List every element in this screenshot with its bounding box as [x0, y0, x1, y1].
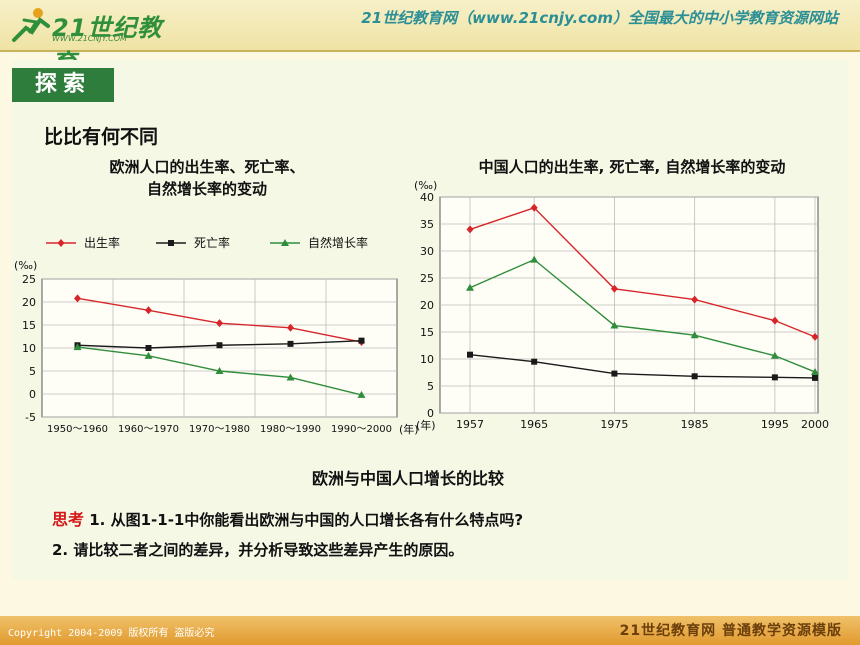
europe-legend-label-1: 死亡率: [194, 235, 230, 250]
copyright-text: Copyright 2004-2009 版权所有 盗版必究: [8, 628, 215, 639]
china-xtick-label: 2000: [801, 418, 829, 431]
site-logo[interactable]: 21世纪教育 WWW.21CNJY.COM: [8, 6, 168, 77]
europe-ytick-label: 10: [22, 342, 36, 355]
logo-url: WWW.21CNJY.COM: [52, 34, 127, 43]
europe-series-0-point: [145, 306, 152, 315]
europe-legend-marker-0: [57, 239, 65, 247]
europe-series-1-point: [287, 340, 294, 347]
china-xtick-label: 1957: [456, 418, 484, 431]
europe-series-1-point: [145, 345, 152, 351]
europe-ytick-label: 5: [29, 365, 36, 378]
europe-population-chart: -5 0 5 10 15 20 25 1950～1960 1960～1970 1970～1980 1…: [14, 235, 419, 436]
china-xlabel: (年): [416, 418, 436, 432]
question-1-text: 1. 从图1-1-1中你能看出欧洲与中国的人口增长各有什么特点吗?: [89, 511, 524, 529]
slide-content: 探索 比比有何不同 欧洲人口的出生率、死亡率、 自然增长率的变动 中国人口的出生…: [12, 60, 848, 580]
footer-bar: Copyright 2004-2009 版权所有 盗版必究 21世纪教育网 普通…: [0, 616, 860, 645]
europe-series-1-point: [358, 337, 365, 344]
europe-ytick-label: 15: [22, 319, 36, 332]
china-series-0-point: [691, 295, 699, 304]
europe-xlabel: (年): [399, 422, 419, 436]
europe-ylabel: (‰): [14, 259, 37, 272]
europe-chart-title-line1: 欧洲人口的出生率、死亡率、: [109, 158, 305, 176]
europe-xtick-label: 1950～1960: [47, 424, 108, 435]
think-questions: 思考 1. 从图1-1-1中你能看出欧洲与中国的人口增长各有什么特点吗? 2. …: [52, 505, 523, 565]
china-ytick-label: 15: [420, 326, 434, 339]
china-population-chart: 0 5 10 15 20 25 30 35 40 1957 1965 1975 1985 1995 2000…: [414, 179, 829, 432]
figure-caption: 欧洲与中国人口增长的比较: [312, 469, 505, 488]
think-question-1: 思考 1. 从图1-1-1中你能看出欧洲与中国的人口增长各有什么特点吗?: [52, 505, 523, 535]
europe-xtick-label: 1990～2000: [331, 424, 392, 435]
china-ytick-label: 35: [420, 218, 434, 231]
china-series-1-point: [531, 358, 538, 365]
europe-ytick-label: 20: [22, 296, 36, 309]
europe-series-2-point: [357, 390, 366, 398]
china-ytick-label: 20: [420, 299, 434, 312]
section-subhead: 比比有何不同: [44, 126, 159, 148]
europe-series-2-point: [286, 373, 295, 381]
china-xtick-label: 1985: [681, 418, 709, 431]
china-series-2-point: [811, 367, 819, 375]
china-series-0-point: [771, 316, 779, 325]
europe-series-2-point: [73, 343, 82, 351]
china-series-1-point: [812, 374, 818, 381]
runner-logo-icon: [12, 8, 50, 42]
europe-series-2-point: [215, 367, 224, 374]
china-series-1-point: [771, 374, 778, 381]
china-ytick-label: 5: [427, 380, 434, 393]
site-title: 21世纪教育网（www.21cnjy.com）全国最大的中小学教育资源网站: [361, 9, 838, 27]
china-series-2-point: [610, 321, 619, 329]
europe-legend-marker-2: [281, 239, 289, 246]
china-ytick-label: 10: [420, 353, 434, 366]
china-series-0-point: [610, 284, 618, 293]
header-bar: 21世纪教育 WWW.21CNJY.COM 21世纪教育网（www.21cnjy…: [0, 0, 860, 77]
china-series-0-point: [530, 203, 538, 212]
china-ytick-label: 25: [420, 272, 434, 285]
china-series-1-point: [611, 370, 618, 377]
europe-ytick-label: -5: [25, 411, 36, 424]
china-series-0-point: [466, 225, 474, 234]
europe-series-0-point: [216, 319, 223, 328]
china-series-1-point: [691, 373, 698, 380]
china-series-line-1: [469, 353, 816, 379]
china-ytick-label: 40: [420, 191, 434, 204]
europe-series-0-point: [74, 294, 81, 303]
section-tag: 探索: [12, 68, 114, 102]
europe-chart-title-line2: 自然增长率的变动: [146, 180, 267, 198]
china-series-2-point: [690, 331, 699, 339]
china-xtick-label: 1995: [761, 418, 789, 431]
europe-legend-marker-1: [168, 240, 174, 246]
europe-series-1-point: [216, 342, 223, 349]
china-series-line-2: [469, 258, 816, 373]
china-ylabel: (‰): [414, 179, 437, 192]
china-ytick-label: 0: [427, 407, 434, 420]
europe-xtick-label: 1960～1970: [118, 424, 179, 435]
europe-xtick-label: 1980～1990: [260, 424, 321, 435]
europe-series-2-point: [144, 351, 153, 359]
china-series-line-0: [469, 206, 816, 338]
china-ytick-label: 30: [420, 245, 434, 258]
europe-chart-title: 欧洲人口的出生率、死亡率、 自然增长率的变动: [72, 156, 342, 200]
china-xtick-label: 1975: [600, 418, 628, 431]
china-series-2-point: [770, 351, 779, 359]
china-series-2-point: [530, 255, 539, 263]
think-keyword: 思考: [52, 510, 85, 529]
question-2-text: 2. 请比较二者之间的差异，并分析导致这些差异产生的原因。: [52, 541, 464, 559]
europe-xtick-label: 1970～1980: [189, 424, 250, 435]
china-series-2-point: [466, 283, 474, 291]
footer-brand: 21世纪教育网 普通教学资源模版: [619, 623, 842, 639]
china-chart-title: 中国人口的出生率, 死亡率, 自然增长率的变动: [478, 158, 786, 176]
china-series-1-point: [467, 351, 473, 358]
china-series-0-point: [811, 332, 819, 341]
europe-series-0-point: [287, 323, 294, 332]
china-xtick-label: 1965: [520, 418, 548, 431]
europe-legend-label-0: 出生率: [84, 235, 120, 250]
europe-ytick-label: 0: [29, 388, 36, 401]
europe-legend-label-2: 自然增长率: [308, 235, 368, 250]
europe-ytick-label: 25: [22, 273, 36, 286]
